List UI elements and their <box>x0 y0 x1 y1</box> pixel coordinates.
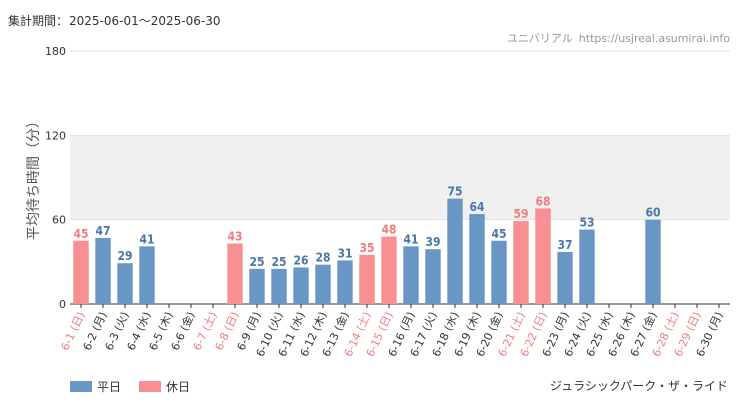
data-label: 53 <box>579 216 594 230</box>
data-label: 68 <box>535 194 550 208</box>
bar <box>117 263 133 304</box>
bar <box>469 214 485 304</box>
highlight-band-layer <box>70 135 730 220</box>
y-tick-label: 0 <box>59 298 66 311</box>
data-label: 48 <box>381 223 396 237</box>
source-credit: ユニバリアル https://usjreal.asumirai.info <box>501 30 730 46</box>
bar <box>513 221 529 304</box>
bar <box>73 240 89 304</box>
bar <box>579 229 595 304</box>
bar <box>249 268 265 304</box>
highlight-band <box>70 135 730 220</box>
legend-label-weekday: 平日 <box>97 380 122 394</box>
bar <box>139 246 155 304</box>
bar <box>293 267 309 304</box>
bar-layer <box>73 198 661 304</box>
bar <box>557 251 573 304</box>
data-label: 47 <box>95 224 110 238</box>
data-label: 41 <box>403 232 418 246</box>
data-label: 45 <box>73 227 88 241</box>
legend-swatch-weekday <box>70 381 92 392</box>
bar <box>315 264 331 304</box>
site-name: ユニバリアル <box>506 32 573 45</box>
legend-label-holiday: 休日 <box>166 380 191 394</box>
data-label: 45 <box>491 227 506 241</box>
y-tick-label: 120 <box>45 129 66 142</box>
y-tick-label: 60 <box>52 214 66 227</box>
bar <box>381 236 397 304</box>
legend-item-weekday[interactable]: 平日 <box>70 378 121 395</box>
data-label: 31 <box>337 246 352 260</box>
bar <box>447 198 463 304</box>
bar <box>227 243 243 304</box>
bar <box>491 240 507 304</box>
period-label: 集計期間： <box>8 14 69 28</box>
bar <box>271 268 287 304</box>
site-url[interactable]: https://usjreal.asumirai.info <box>578 32 730 45</box>
data-label: 75 <box>447 185 462 199</box>
data-label: 39 <box>425 235 440 249</box>
data-label: 29 <box>117 249 132 263</box>
period-value: 2025-06-01～2025-06-30 <box>69 14 221 28</box>
y-axis-label: 平均待ち時間（分） <box>26 114 42 240</box>
legend-item-holiday[interactable]: 休日 <box>139 378 190 395</box>
data-label: 25 <box>249 255 264 269</box>
bar <box>95 237 111 304</box>
data-label: 60 <box>645 206 660 220</box>
data-label: 41 <box>139 232 154 246</box>
data-label: 59 <box>513 207 528 221</box>
data-label: 25 <box>271 255 286 269</box>
bar <box>425 249 441 304</box>
y-tick-label: 180 <box>45 45 66 58</box>
data-label: 28 <box>315 251 330 265</box>
data-label: 64 <box>469 200 485 214</box>
bar <box>535 208 551 304</box>
legend-swatch-holiday <box>139 381 162 392</box>
period-text: 集計期間：2025-06-01～2025-06-30 <box>8 12 222 29</box>
data-label: 43 <box>227 230 242 244</box>
bar <box>403 246 419 304</box>
data-label: 37 <box>557 238 572 252</box>
bar <box>337 260 353 304</box>
data-label: 35 <box>359 241 374 255</box>
legend: 平日 休日 <box>70 378 190 395</box>
value-label-layer: 45 47 29 41 43 25 25 26 28 31 35 48 41 39 75 64 45 59 68 37… <box>73 185 660 269</box>
grid-layer <box>70 50 730 305</box>
data-label: 26 <box>293 253 308 267</box>
bar <box>359 254 375 304</box>
bar <box>645 219 661 304</box>
attraction-name: ジュラシックパーク・ザ・ライド <box>549 379 728 393</box>
